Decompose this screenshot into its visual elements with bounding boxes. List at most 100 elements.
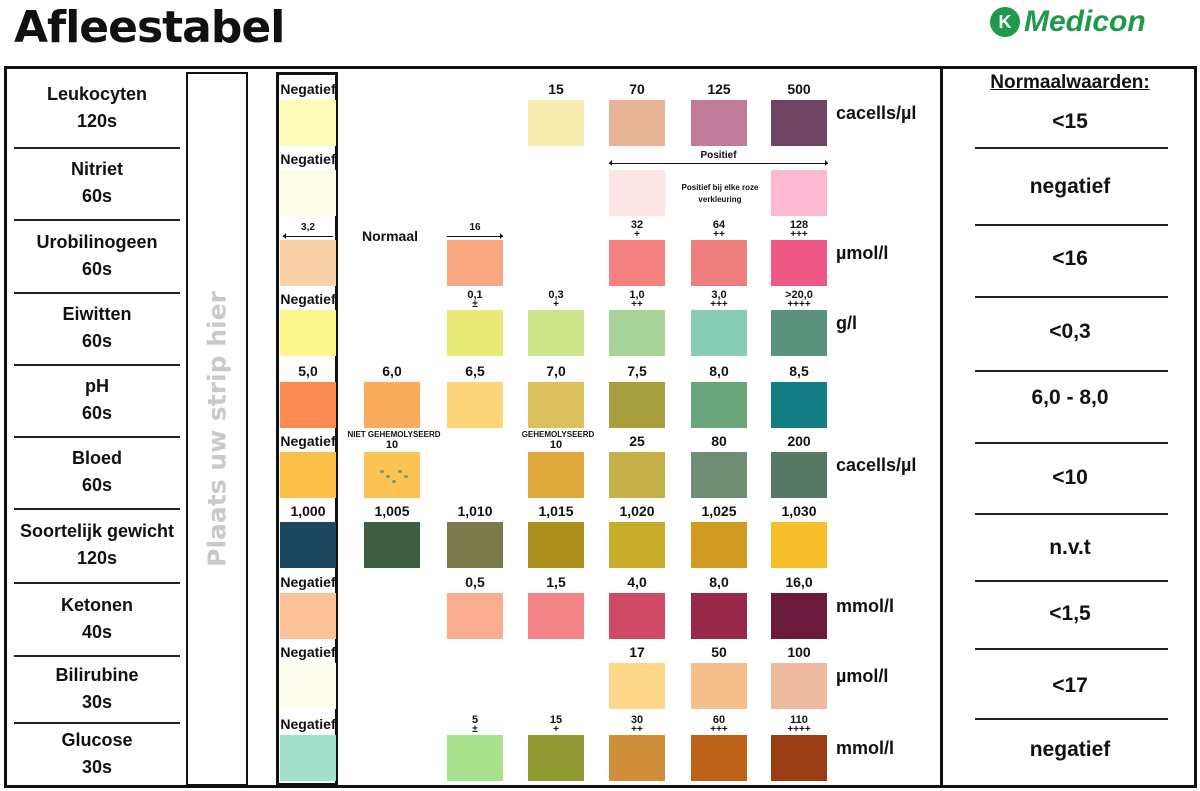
color-swatch [609,452,665,498]
color-swatch [609,100,665,146]
swatch-label: 60 [712,714,726,726]
swatch-prelabel: GEHEMOLYSEERD [521,430,595,439]
swatch-label: 50 [711,644,727,660]
color-swatch [528,522,584,568]
row-divider [14,436,180,438]
swatch-label: 25 [629,433,645,449]
swatch-label: 110 [790,714,808,726]
swatch-label: 0,3 [548,289,564,301]
color-swatch [609,240,665,286]
swatch-sublabel: ++ [631,299,643,310]
color-swatch [447,593,503,639]
test-name: Glucose [61,729,133,750]
strip-placeholder: Plaats uw strip hier [186,72,248,786]
color-swatch [691,663,747,709]
test-time: 60s [81,258,113,279]
normal-value: n.v.t [1049,536,1091,559]
test-label-cell: Eiwitten 60s [8,292,186,364]
row-divider [14,219,180,221]
swatch-label: 64 [712,219,726,231]
color-swatch [609,735,665,781]
swatch-label: 1,030 [781,503,817,519]
swatch-sublabel: ++++ [787,724,811,735]
swatch-label: 1,015 [538,503,574,519]
page-title: Afleestabel [14,2,285,53]
swatch-label: 17 [629,644,645,660]
swatch-sublabel: + [553,299,559,310]
normal-values-header: Normaalwaarden: [990,72,1150,93]
blood-speck [404,475,408,478]
swatch-sublabel: ++ [713,229,725,240]
strip-label: Negatief [280,433,336,449]
swatch-label: 8,0 [709,574,729,590]
swatch-label: 128 [789,219,809,231]
swatch-sublabel: +++ [790,229,808,240]
swatch-label: >20,0 [785,289,813,301]
color-swatch [691,310,747,356]
logo-mark-icon: K [990,7,1020,37]
swatch-sublabel: ± [472,299,478,310]
color-swatch [609,310,665,356]
color-swatch [691,240,747,286]
positief-note: Positief bij elke roze verkleuring [681,183,759,204]
color-swatch [528,100,584,146]
normal-divider [975,296,1168,298]
color-swatch [447,240,503,286]
row-divider [14,508,180,510]
swatch-label: 1,5 [546,574,566,590]
unit-label: cacells/µl [836,455,917,475]
test-label-cell: pH 60s [8,364,186,436]
color-swatch [609,663,665,709]
color-swatch [771,240,827,286]
color-swatch [771,100,827,146]
strip-swatch [280,663,336,709]
swatch-label: 30 [630,714,644,726]
unit-label: g/l [836,313,857,333]
color-swatch [528,593,584,639]
test-time: 30s [81,756,113,777]
blood-speck [380,470,384,473]
strip-label: Negatief [280,644,336,660]
medicon-logo: K Medicon [990,4,1146,40]
test-time: 60s [81,403,113,423]
strip-uro-arrow [283,233,333,239]
swatch-label: 0,5 [465,574,485,590]
swatch-label: 200 [787,433,811,449]
swatch-label: 125 [707,81,731,97]
color-swatch [528,452,584,498]
normal-value: <1,5 [1049,602,1091,625]
swatch-label: 10 [549,439,563,451]
swatch-label: 6,0 [382,363,402,379]
strip-label: 5,0 [298,363,318,379]
unit-label: µmol/l [836,666,889,686]
test-name: Soortelijk gewicht [19,521,175,541]
test-label-cell: Bilirubine 30s [8,655,186,722]
swatch-label: 1,020 [619,503,655,519]
row-divider [14,722,180,724]
swatch-sublabel: + [634,229,640,240]
normal-divider [975,718,1168,720]
row-divider [14,364,180,366]
color-swatch [691,593,747,639]
strip-swatch [280,522,336,568]
normal-divider [975,224,1168,226]
test-name: Nitriet [70,159,123,179]
color-swatch [771,170,827,216]
swatch-label: 0,1 [467,289,483,301]
normal-value: negatief [1029,175,1111,198]
color-swatch [364,522,420,568]
unit-label: mmol/l [836,738,895,758]
color-swatch [364,452,420,498]
color-swatch [771,522,827,568]
normal-divider [975,370,1168,372]
blood-speck [398,470,402,473]
test-label-cell: Urobilinogeen 60s [8,219,186,292]
swatch-label: 500 [787,81,811,97]
swatch-label: 1,025 [701,503,737,519]
test-name: Urobilinogeen [36,231,158,252]
normal-divider [975,648,1168,650]
swatch-label: 15 [549,714,563,726]
color-swatch [528,382,584,428]
color-swatch [691,522,747,568]
swatch-sublabel: ++++ [787,299,811,310]
